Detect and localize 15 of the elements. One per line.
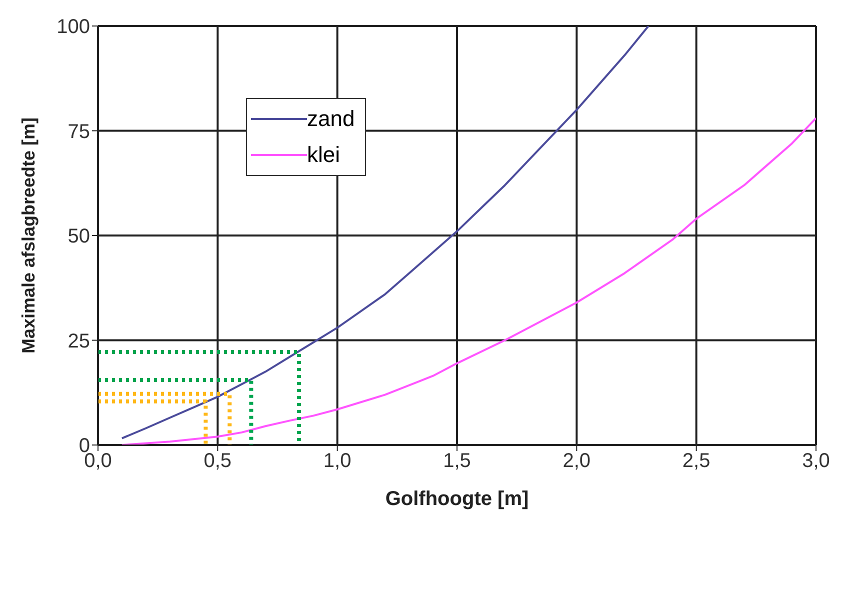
y-tick-label: 25 bbox=[68, 330, 90, 352]
y-tick-label: 75 bbox=[68, 120, 90, 143]
x-tick-label: 3,0 bbox=[802, 450, 830, 472]
y-axis-title: Maximale afslagbreedte [m] bbox=[18, 117, 38, 354]
line-series bbox=[120, 26, 650, 440]
x-tick-label: 2,0 bbox=[562, 450, 591, 472]
y-tick-label: 100 bbox=[56, 16, 90, 38]
legend-label: zand bbox=[307, 105, 355, 133]
y-tick-label: 50 bbox=[68, 226, 90, 248]
x-axis-title: Golfhoogte [m] bbox=[385, 488, 529, 510]
x-tick-label: 1,5 bbox=[443, 450, 471, 472]
x-tick-label: 0,5 bbox=[204, 450, 232, 472]
x-tick-label: 1,0 bbox=[323, 450, 352, 472]
legend-label: klei bbox=[307, 141, 340, 169]
x-tick-label: 2,5 bbox=[682, 450, 710, 472]
